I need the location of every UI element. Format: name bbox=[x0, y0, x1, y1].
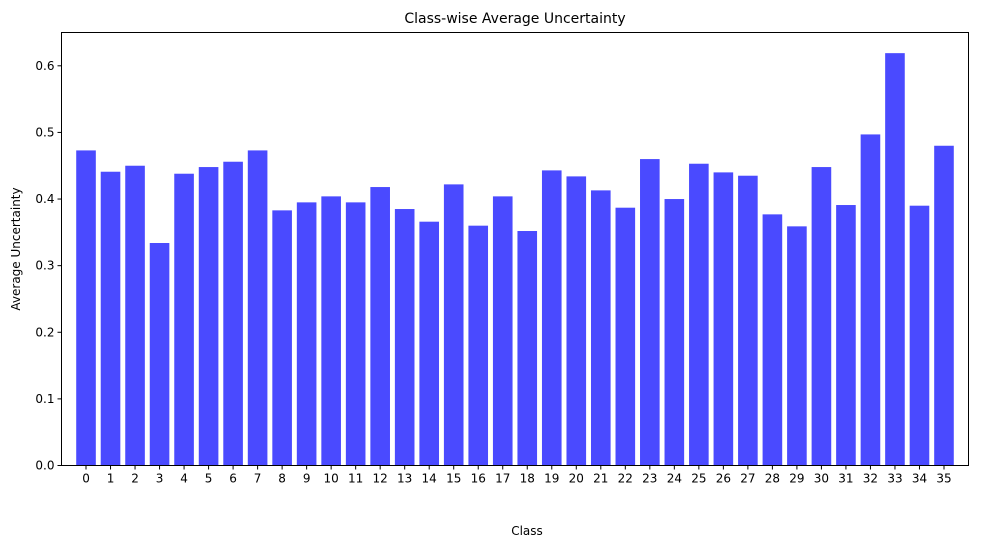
x-tick-label: 8 bbox=[278, 472, 286, 486]
bar-class-3 bbox=[149, 243, 170, 466]
x-tick-label: 24 bbox=[667, 472, 682, 486]
bar-class-8 bbox=[272, 210, 292, 466]
x-tick-label: 35 bbox=[936, 472, 951, 486]
x-tick-label: 0 bbox=[82, 472, 90, 486]
x-tick-label: 31 bbox=[838, 472, 853, 486]
x-tick-label: 28 bbox=[765, 472, 780, 486]
x-tick-label: 33 bbox=[887, 472, 902, 486]
x-tick-label: 11 bbox=[348, 472, 363, 486]
bar-class-35 bbox=[934, 145, 954, 466]
y-tick-label: 0.3 bbox=[35, 259, 54, 273]
bar-class-27 bbox=[738, 175, 758, 466]
bar-class-33 bbox=[885, 53, 905, 466]
x-tick-label: 26 bbox=[716, 472, 731, 486]
bars-group bbox=[76, 53, 954, 466]
bar-class-30 bbox=[811, 167, 832, 466]
bar-class-25 bbox=[689, 163, 709, 466]
x-tick-label: 30 bbox=[814, 472, 829, 486]
plot-frame bbox=[61, 32, 969, 466]
bar-class-2 bbox=[125, 165, 145, 466]
bar-class-24 bbox=[664, 199, 685, 466]
x-tick-label: 7 bbox=[254, 472, 262, 486]
bar-class-15 bbox=[443, 184, 464, 466]
bar-class-34 bbox=[909, 205, 930, 466]
bar-class-4 bbox=[174, 173, 194, 466]
bar-class-13 bbox=[394, 209, 415, 466]
bar-class-9 bbox=[296, 202, 317, 466]
x-tick-label: 6 bbox=[229, 472, 237, 486]
x-tick-label: 5 bbox=[205, 472, 213, 486]
bar-class-5 bbox=[198, 167, 219, 466]
y-axis-label: Average Uncertainty bbox=[9, 187, 23, 310]
bar-class-29 bbox=[787, 226, 807, 466]
bar-class-20 bbox=[566, 176, 587, 466]
x-tick-label: 4 bbox=[180, 472, 188, 486]
bar-class-18 bbox=[517, 231, 538, 466]
x-tick-label: 13 bbox=[397, 472, 412, 486]
bar-class-21 bbox=[590, 190, 611, 466]
x-tick-label: 17 bbox=[495, 472, 510, 486]
y-tick-label: 0.0 bbox=[35, 459, 54, 473]
axes-group bbox=[61, 32, 969, 466]
bar-class-32 bbox=[860, 134, 881, 466]
x-tick-label: 15 bbox=[446, 472, 461, 486]
x-tick-label: 14 bbox=[422, 472, 437, 486]
bar-class-12 bbox=[370, 187, 390, 466]
bar-class-22 bbox=[615, 207, 636, 466]
x-tick-label: 34 bbox=[912, 472, 927, 486]
bar-class-31 bbox=[836, 205, 856, 466]
bar-class-6 bbox=[223, 161, 243, 466]
bar-class-17 bbox=[492, 196, 513, 466]
y-ticks: 0.0 0.1 0.2 0.3 0.4 0.5 0.6 bbox=[35, 59, 62, 473]
x-tick-label: 9 bbox=[303, 472, 311, 486]
y-tick-label: 0.2 bbox=[35, 325, 54, 339]
y-tick-label: 0.1 bbox=[35, 392, 54, 406]
x-tick-label: 10 bbox=[324, 472, 339, 486]
x-tick-label: 29 bbox=[789, 472, 804, 486]
y-tick-label: 0.5 bbox=[35, 125, 54, 139]
x-ticks: 0 1 2 3 4 5 6 7 8 9 10 11 12 13 14 15 16 17 18 19 20 21 22 23 24… bbox=[82, 465, 952, 486]
bar-class-16 bbox=[468, 225, 489, 466]
bar-class-26 bbox=[713, 172, 734, 466]
x-tick-label: 23 bbox=[642, 472, 657, 486]
bar-class-28 bbox=[762, 214, 783, 466]
x-tick-label: 2 bbox=[131, 472, 139, 486]
x-tick-label: 16 bbox=[471, 472, 486, 486]
x-tick-label: 25 bbox=[691, 472, 706, 486]
x-tick-label: 32 bbox=[863, 472, 878, 486]
x-tick-label: 19 bbox=[544, 472, 559, 486]
y-tick-label: 0.4 bbox=[35, 192, 54, 206]
bar-class-19 bbox=[541, 170, 562, 466]
x-tick-label: 27 bbox=[740, 472, 755, 486]
chart-title: Class-wise Average Uncertainty bbox=[404, 11, 625, 27]
x-axis-label: Class bbox=[511, 524, 543, 538]
x-tick-label: 20 bbox=[569, 472, 584, 486]
bar-class-23 bbox=[640, 159, 660, 466]
bar-class-0 bbox=[76, 150, 96, 466]
x-tick-label: 21 bbox=[593, 472, 608, 486]
bar-class-7 bbox=[247, 150, 268, 466]
x-tick-label: 18 bbox=[520, 472, 535, 486]
x-tick-label: 1 bbox=[107, 472, 115, 486]
y-tick-label: 0.6 bbox=[35, 59, 54, 73]
x-tick-label: 3 bbox=[156, 472, 164, 486]
x-tick-label: 12 bbox=[373, 472, 388, 486]
x-tick-label: 22 bbox=[618, 472, 633, 486]
bar-class-11 bbox=[345, 202, 366, 466]
bar-class-1 bbox=[100, 171, 121, 466]
bar-class-14 bbox=[419, 221, 440, 466]
bar-class-10 bbox=[321, 196, 341, 466]
